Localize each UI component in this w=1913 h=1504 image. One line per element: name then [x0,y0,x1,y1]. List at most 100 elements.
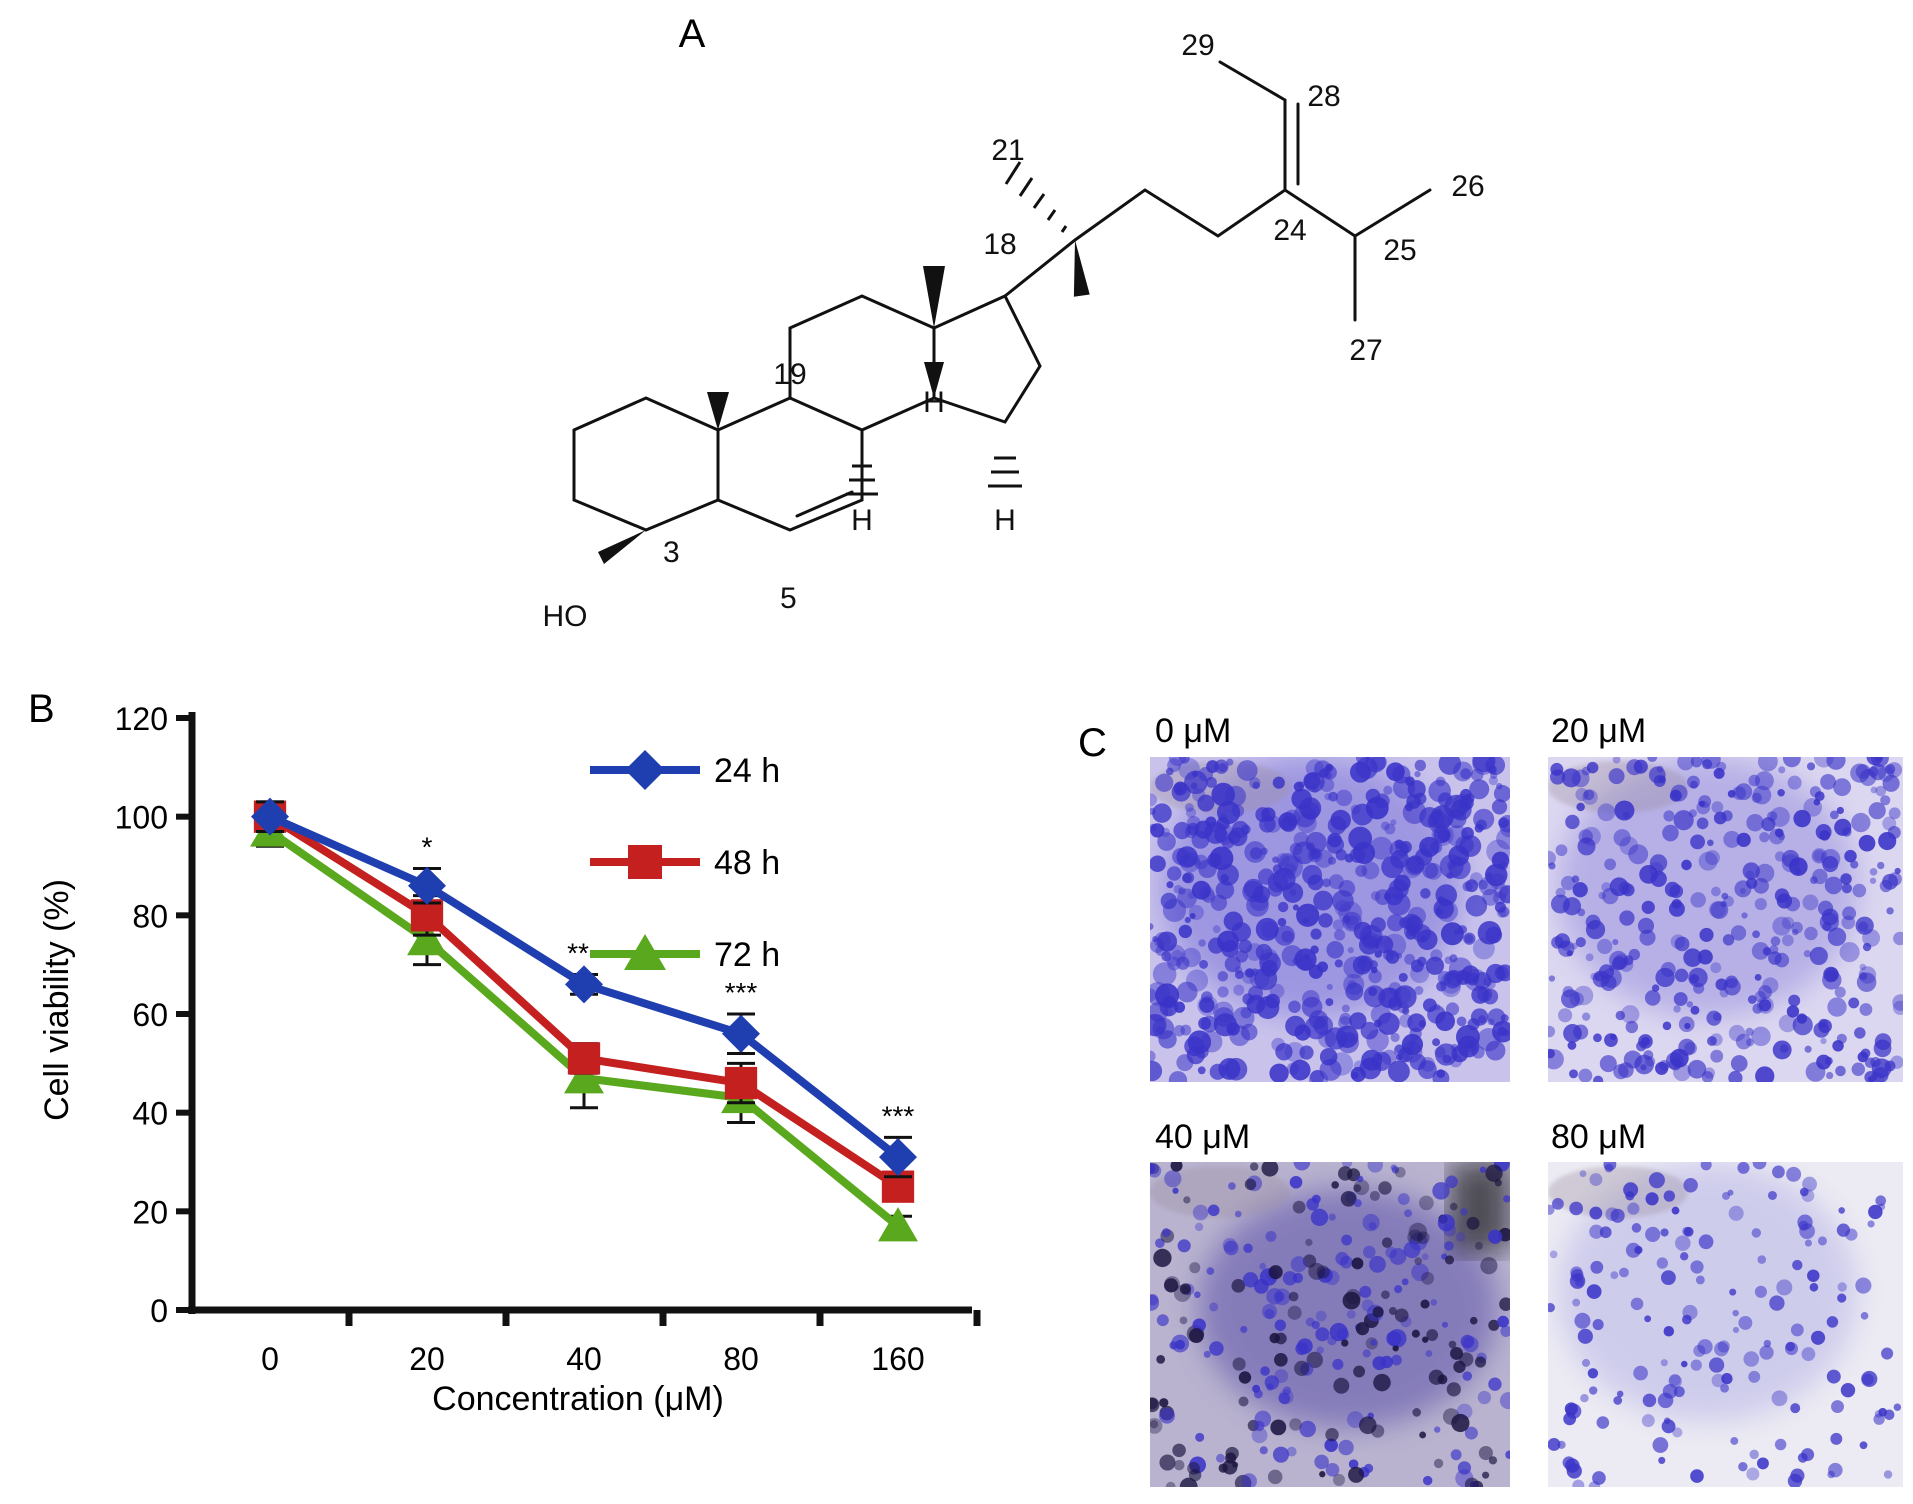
stained-cell [1350,761,1371,783]
stained-cell [1633,1365,1648,1381]
stained-cell [1781,916,1795,930]
micrograph-label-20: 20 μM [1551,712,1646,750]
stained-cell [1274,1319,1287,1331]
stained-cell [1850,860,1859,869]
stained-cell [1179,1283,1192,1295]
stained-cell [1390,1032,1400,1043]
stained-cell [1575,787,1589,802]
stained-cell [1324,1027,1347,1050]
stained-cell [1197,794,1215,812]
stained-cell [1888,807,1901,820]
atom-label-h8: H [923,386,945,419]
stained-cell [1299,1420,1316,1438]
stained-cell [1690,780,1698,789]
stained-cell [1488,775,1498,786]
stained-cell [1848,997,1860,1009]
stained-cell [1663,1190,1675,1202]
stained-cell [1826,1071,1834,1080]
stained-cell [1165,767,1174,776]
stained-cell [1593,1075,1604,1082]
stained-cell [1296,903,1320,927]
stained-cell [1880,795,1891,806]
stained-cell [1444,1255,1455,1265]
stained-cell [1810,1330,1826,1345]
stained-cell [1590,1260,1604,1274]
stained-cell [1469,779,1490,800]
stained-cell [1799,1187,1809,1197]
stained-cell [1792,928,1799,936]
stained-cell [1497,1315,1509,1328]
stained-cell [1288,1000,1301,1013]
stained-cell [1450,1043,1459,1052]
stained-cell [1369,1255,1386,1273]
stained-cell [1627,1202,1640,1215]
x-tick-label: 80 [723,1341,759,1377]
stained-cell [1754,973,1762,981]
stained-cell [1696,817,1709,830]
stained-cell [1569,1069,1578,1079]
wedge-c20 [1073,240,1090,297]
stained-cell [1355,1321,1370,1336]
stained-cell [1159,1454,1176,1471]
stained-cell [1890,1055,1903,1069]
atom-label-18: 18 [983,228,1016,261]
stained-cell [1797,1452,1808,1463]
stained-cell [1588,1481,1601,1487]
stained-cell [1378,1181,1392,1195]
stained-cell [1267,1469,1283,1485]
stained-cell [1363,1245,1376,1259]
stained-cell [1291,788,1312,810]
stained-cell [1177,888,1197,909]
stained-cell [1721,810,1733,822]
stained-cell [1608,768,1625,785]
stained-cell [1626,759,1643,776]
stained-cell [1328,1213,1336,1221]
stained-cell [1841,883,1852,894]
stained-cell [1232,1006,1255,1029]
stained-cell [1721,1372,1733,1385]
stained-cell [1826,757,1846,770]
x-tick-label: 20 [409,1341,445,1377]
stained-cell [1254,1420,1265,1432]
stained-cell [1835,1065,1846,1077]
stained-cell [1487,1229,1503,1244]
stained-cell [1368,987,1378,996]
stained-cell [1348,1459,1359,1469]
stained-cell [1295,1342,1309,1356]
stained-cell [1326,941,1344,959]
stained-cell [1878,1203,1886,1211]
stained-cell [1738,1461,1748,1472]
stained-cell [1277,917,1287,927]
stained-cell [1217,864,1239,886]
stained-cell [1894,867,1901,875]
stained-cell [1192,1204,1209,1221]
stained-cell [1599,1226,1612,1239]
stained-cell [1440,972,1462,994]
stained-cell [1690,834,1705,850]
stained-cell [1830,1432,1843,1445]
stained-cell [1341,1162,1353,1168]
stained-cell [1325,998,1334,1007]
stained-cell [1844,849,1857,863]
stained-cell [1818,1018,1828,1029]
stained-cell [1432,1182,1450,1200]
stained-cell [1409,1053,1427,1071]
stained-cell [1567,1041,1577,1050]
stained-cell [1623,1182,1639,1198]
stained-cell [1680,1252,1689,1261]
stained-cell [1435,776,1446,787]
atom-label-21: 21 [991,134,1024,167]
stained-cell [1459,835,1482,857]
y-tick-label: 100 [115,800,168,836]
stained-cell [1255,917,1279,941]
stained-cell [1886,762,1903,778]
stained-cell [1197,995,1218,1016]
stained-cell [1160,996,1173,1009]
stained-cell [1266,1383,1274,1391]
stained-cell [1271,1037,1285,1052]
stained-cell [1771,1390,1788,1407]
ring-d [932,294,1042,424]
stained-cell [1288,1291,1299,1302]
stained-cell [1164,1276,1180,1292]
